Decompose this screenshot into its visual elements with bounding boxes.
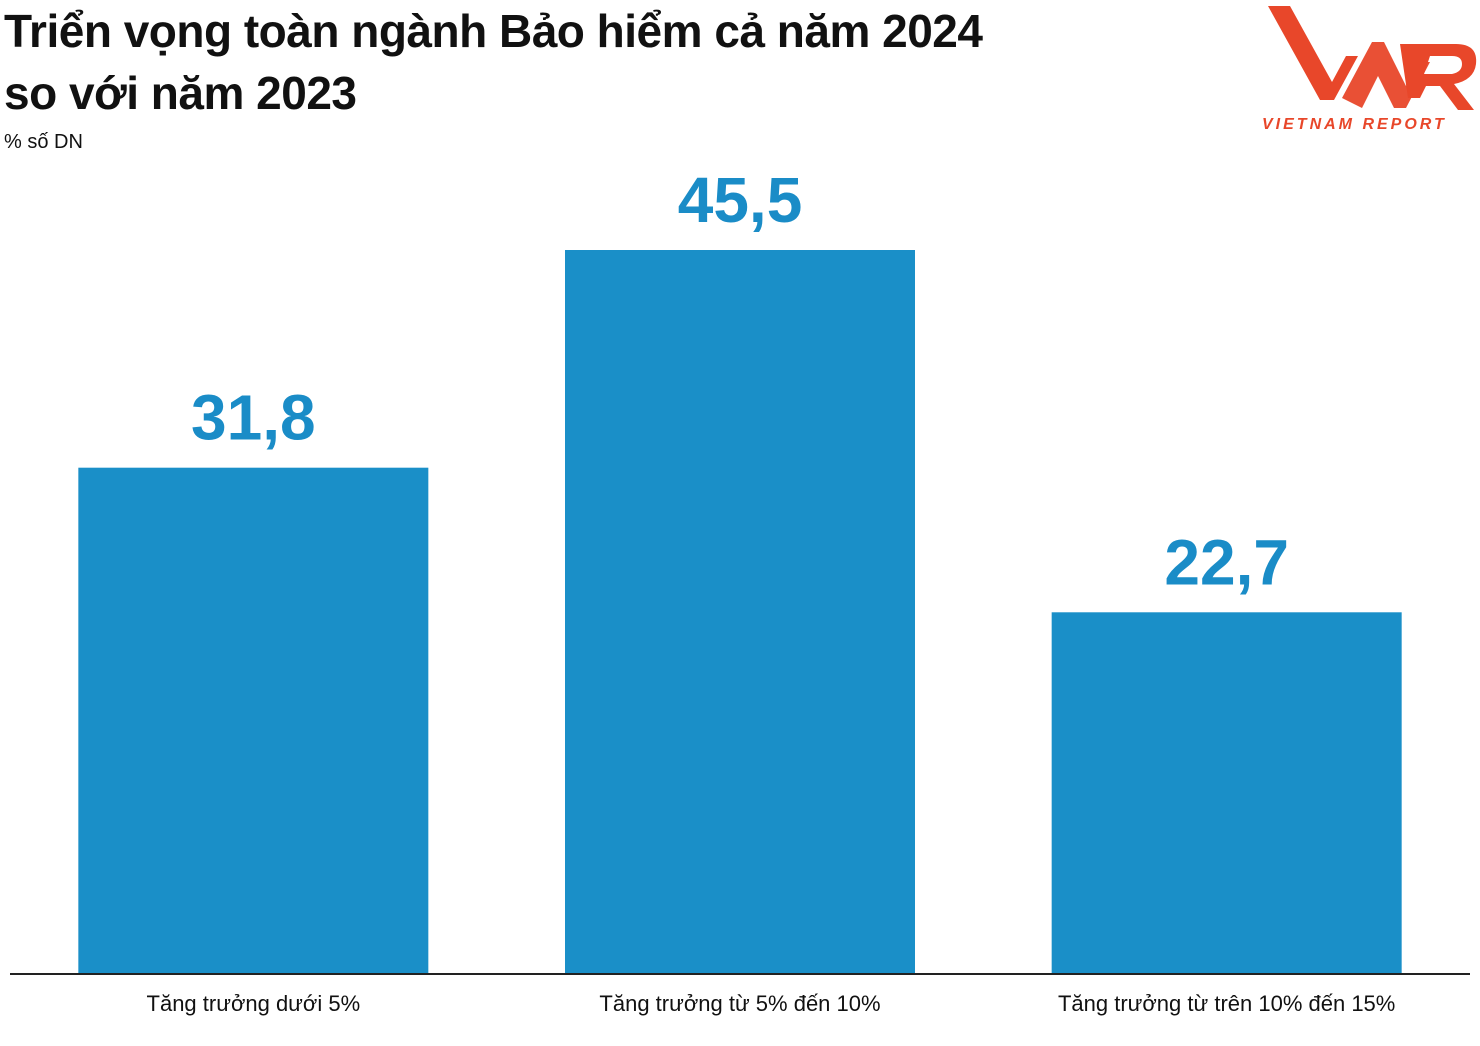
chart-title-line-2: so với năm 2023 bbox=[4, 67, 357, 119]
bar-3 bbox=[1051, 612, 1402, 973]
chart-title-line-1: Triển vọng toàn ngành Bảo hiểm cả năm 20… bbox=[4, 5, 983, 57]
vnr-logo bbox=[1268, 6, 1477, 110]
category-label-2: Tăng trưởng từ 5% đến 10% bbox=[599, 991, 880, 1016]
bars-group bbox=[78, 250, 1402, 973]
value-label-3: 22,7 bbox=[1164, 526, 1289, 598]
category-label-1: Tăng trưởng dưới 5% bbox=[147, 991, 361, 1016]
bar-2 bbox=[565, 250, 915, 973]
category-label-3: Tăng trưởng từ trên 10% đến 15% bbox=[1058, 991, 1395, 1016]
vnr-logo-text: VIETNAM REPORT bbox=[1262, 116, 1447, 133]
value-label-1: 31,8 bbox=[191, 382, 316, 454]
vnr-logo-r-mark bbox=[1400, 44, 1477, 110]
vnr-logo-v-mark bbox=[1268, 6, 1358, 100]
value-labels-group: 31,8 45,5 22,7 bbox=[191, 164, 1289, 598]
value-label-2: 45,5 bbox=[678, 164, 803, 236]
bar-1 bbox=[78, 467, 429, 973]
unit-label: % số DN bbox=[4, 131, 83, 153]
category-labels-group: Tăng trưởng dưới 5% Tăng trưởng từ 5% đến… bbox=[147, 991, 1396, 1016]
chart-title: Triển vọng toàn ngành Bảo hiểm cả năm 20… bbox=[4, 0, 983, 124]
